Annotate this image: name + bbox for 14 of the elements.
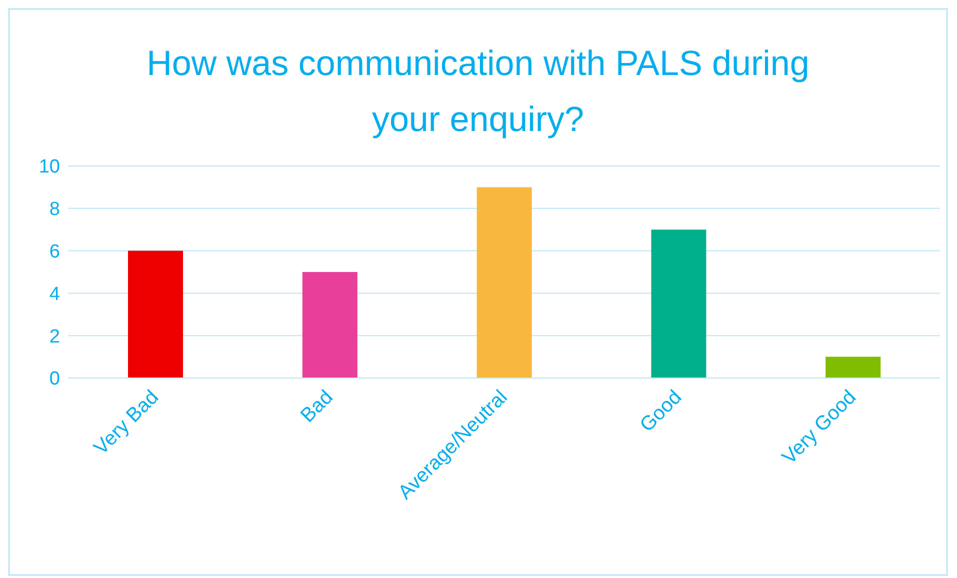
- chart-title: How was communication with PALS during your enquiry?: [146, 43, 810, 141]
- y-tick-label: 8: [49, 199, 60, 220]
- bar: [651, 230, 706, 378]
- bar: [302, 272, 358, 378]
- bar: [128, 250, 183, 378]
- y-tick-label: 2: [49, 326, 60, 348]
- y-tick-label: 6: [49, 242, 60, 263]
- y-tick-label: 0: [49, 368, 60, 390]
- y-tick-label: 4: [49, 284, 60, 305]
- x-tick-label: Bad: [296, 386, 338, 427]
- bar: [476, 187, 532, 378]
- x-tick-label: Very Bad: [90, 386, 163, 460]
- y-tick-label: 10: [38, 156, 60, 178]
- bar: [826, 356, 881, 378]
